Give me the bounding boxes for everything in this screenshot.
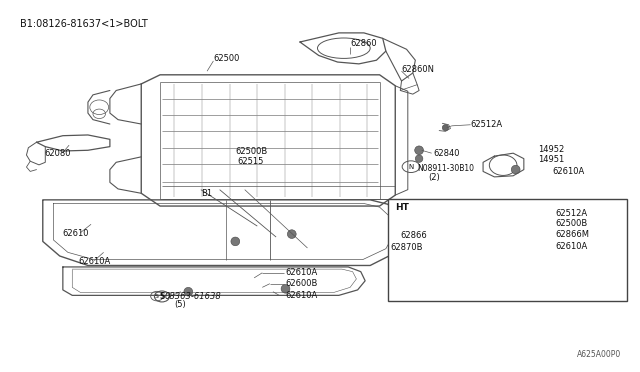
Text: S: S <box>155 294 159 299</box>
Text: 62512A: 62512A <box>556 209 588 218</box>
Text: 62610A: 62610A <box>552 167 584 176</box>
Text: 62840: 62840 <box>433 149 460 158</box>
Text: 14951: 14951 <box>538 155 564 164</box>
Text: 62866: 62866 <box>400 231 427 240</box>
Text: HT: HT <box>396 203 409 212</box>
Text: 62610A: 62610A <box>285 268 317 277</box>
Text: (5): (5) <box>175 300 186 309</box>
Bar <box>388 199 627 301</box>
Text: A625A00P0: A625A00P0 <box>577 350 621 359</box>
Text: 62500B: 62500B <box>556 219 588 228</box>
Text: 62080: 62080 <box>44 149 70 158</box>
Text: 62610A: 62610A <box>285 291 317 300</box>
Ellipse shape <box>442 125 449 131</box>
Text: (2): (2) <box>428 173 440 183</box>
Text: 62610A: 62610A <box>79 257 111 266</box>
Text: 62500: 62500 <box>213 54 240 63</box>
Ellipse shape <box>415 155 423 162</box>
Text: 14952: 14952 <box>538 145 564 154</box>
Text: B1: B1 <box>201 189 212 198</box>
Ellipse shape <box>442 233 449 240</box>
Text: 62870B: 62870B <box>390 244 423 253</box>
Text: 62610: 62610 <box>63 229 90 238</box>
Ellipse shape <box>415 146 424 155</box>
Ellipse shape <box>287 230 296 238</box>
Ellipse shape <box>472 234 479 241</box>
Text: 62860N: 62860N <box>401 65 435 74</box>
Text: 62500B: 62500B <box>236 147 268 156</box>
Text: N: N <box>408 164 413 170</box>
Text: N08911-30B10: N08911-30B10 <box>417 164 474 173</box>
Ellipse shape <box>281 285 290 293</box>
Text: 62515: 62515 <box>237 157 264 166</box>
Ellipse shape <box>184 288 193 296</box>
Text: 62600B: 62600B <box>285 279 318 288</box>
Text: S: S <box>159 292 164 301</box>
Text: B1:08126-81637<1>BOLT: B1:08126-81637<1>BOLT <box>20 19 148 29</box>
Text: 62512A: 62512A <box>470 119 502 128</box>
Text: 62866M: 62866M <box>556 230 589 238</box>
Ellipse shape <box>231 237 240 246</box>
Text: 62860: 62860 <box>350 39 377 48</box>
Text: 08363-61638: 08363-61638 <box>164 292 221 301</box>
Ellipse shape <box>511 165 520 174</box>
Text: 62610A: 62610A <box>556 242 588 251</box>
